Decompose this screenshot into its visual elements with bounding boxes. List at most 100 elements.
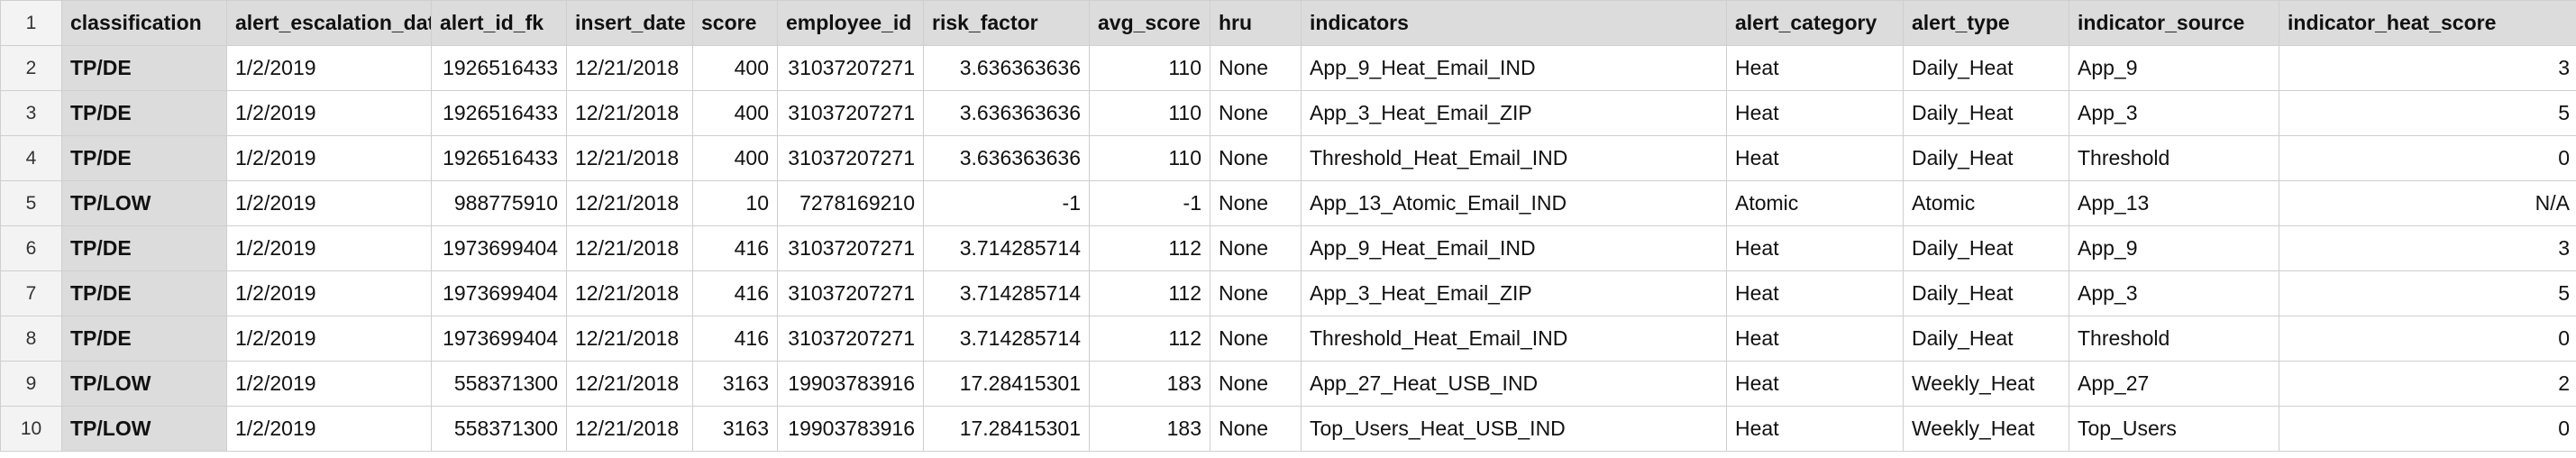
- cell-score[interactable]: 416: [692, 270, 778, 316]
- cell-hru[interactable]: None: [1210, 361, 1302, 407]
- cell-hru[interactable]: None: [1210, 45, 1302, 91]
- row-number[interactable]: 7: [0, 270, 62, 316]
- cell-alert-id-fk[interactable]: 988775910: [431, 180, 567, 226]
- column-header-classification[interactable]: classification: [61, 0, 227, 46]
- cell-insert-date[interactable]: 12/21/2018: [566, 45, 693, 91]
- cell-indicator-heat-score[interactable]: 2: [2279, 361, 2576, 407]
- cell-classification[interactable]: TP/DE: [61, 45, 227, 91]
- cell-risk-factor[interactable]: 3.714285714: [923, 316, 1090, 362]
- cell-alert-escalation-date[interactable]: 1/2/2019: [226, 45, 432, 91]
- cell-score[interactable]: 400: [692, 135, 778, 181]
- cell-score[interactable]: 400: [692, 90, 778, 136]
- cell-alert-escalation-date[interactable]: 1/2/2019: [226, 316, 432, 362]
- cell-insert-date[interactable]: 12/21/2018: [566, 406, 693, 452]
- row-number[interactable]: 3: [0, 90, 62, 136]
- row-number[interactable]: 5: [0, 180, 62, 226]
- cell-indicator-source[interactable]: Top_Users: [2069, 406, 2279, 452]
- cell-alert-type[interactable]: Daily_Heat: [1903, 225, 2069, 271]
- cell-indicator-heat-score[interactable]: 3: [2279, 225, 2576, 271]
- cell-indicator-source[interactable]: App_27: [2069, 361, 2279, 407]
- row-number[interactable]: 10: [0, 406, 62, 452]
- column-header-avg-score[interactable]: avg_score: [1089, 0, 1210, 46]
- cell-alert-escalation-date[interactable]: 1/2/2019: [226, 270, 432, 316]
- row-number[interactable]: 4: [0, 135, 62, 181]
- cell-classification[interactable]: TP/DE: [61, 316, 227, 362]
- cell-classification[interactable]: TP/DE: [61, 90, 227, 136]
- cell-avg-score[interactable]: 110: [1089, 90, 1210, 136]
- column-header-indicator-source[interactable]: indicator_source: [2069, 0, 2279, 46]
- cell-risk-factor[interactable]: 17.28415301: [923, 361, 1090, 407]
- cell-indicators[interactable]: Threshold_Heat_Email_IND: [1301, 135, 1727, 181]
- cell-employee-id[interactable]: 31037207271: [777, 316, 924, 362]
- cell-alert-type[interactable]: Weekly_Heat: [1903, 406, 2069, 452]
- cell-score[interactable]: 400: [692, 45, 778, 91]
- cell-insert-date[interactable]: 12/21/2018: [566, 270, 693, 316]
- cell-employee-id[interactable]: 31037207271: [777, 90, 924, 136]
- cell-score[interactable]: 3163: [692, 406, 778, 452]
- cell-alert-escalation-date[interactable]: 1/2/2019: [226, 406, 432, 452]
- row-number-header[interactable]: 1: [0, 0, 62, 46]
- cell-alert-id-fk[interactable]: 1973699404: [431, 270, 567, 316]
- cell-hru[interactable]: None: [1210, 135, 1302, 181]
- cell-employee-id[interactable]: 31037207271: [777, 225, 924, 271]
- cell-indicator-source[interactable]: App_9: [2069, 225, 2279, 271]
- cell-score[interactable]: 416: [692, 316, 778, 362]
- cell-classification[interactable]: TP/DE: [61, 225, 227, 271]
- cell-indicators[interactable]: App_13_Atomic_Email_IND: [1301, 180, 1727, 226]
- cell-insert-date[interactable]: 12/21/2018: [566, 135, 693, 181]
- cell-avg-score[interactable]: 110: [1089, 135, 1210, 181]
- cell-classification[interactable]: TP/DE: [61, 135, 227, 181]
- cell-hru[interactable]: None: [1210, 225, 1302, 271]
- cell-avg-score[interactable]: 112: [1089, 270, 1210, 316]
- cell-indicator-source[interactable]: App_3: [2069, 90, 2279, 136]
- cell-alert-category[interactable]: Heat: [1726, 270, 1904, 316]
- cell-employee-id[interactable]: 7278169210: [777, 180, 924, 226]
- cell-alert-category[interactable]: Heat: [1726, 135, 1904, 181]
- cell-indicator-heat-score[interactable]: 0: [2279, 316, 2576, 362]
- cell-alert-escalation-date[interactable]: 1/2/2019: [226, 90, 432, 136]
- cell-hru[interactable]: None: [1210, 270, 1302, 316]
- cell-alert-category[interactable]: Heat: [1726, 406, 1904, 452]
- row-number[interactable]: 9: [0, 361, 62, 407]
- cell-hru[interactable]: None: [1210, 180, 1302, 226]
- cell-risk-factor[interactable]: -1: [923, 180, 1090, 226]
- cell-indicator-heat-score[interactable]: 0: [2279, 406, 2576, 452]
- cell-indicator-heat-score[interactable]: 5: [2279, 270, 2576, 316]
- cell-alert-id-fk[interactable]: 1926516433: [431, 45, 567, 91]
- column-header-alert-id-fk[interactable]: alert_id_fk: [431, 0, 567, 46]
- cell-hru[interactable]: None: [1210, 316, 1302, 362]
- cell-alert-category[interactable]: Heat: [1726, 90, 1904, 136]
- cell-insert-date[interactable]: 12/21/2018: [566, 361, 693, 407]
- cell-indicators[interactable]: App_27_Heat_USB_IND: [1301, 361, 1727, 407]
- column-header-indicators[interactable]: indicators: [1301, 0, 1727, 46]
- cell-alert-id-fk[interactable]: 558371300: [431, 361, 567, 407]
- cell-indicator-source[interactable]: Threshold: [2069, 316, 2279, 362]
- column-header-hru[interactable]: hru: [1210, 0, 1302, 46]
- cell-avg-score[interactable]: 183: [1089, 361, 1210, 407]
- cell-risk-factor[interactable]: 3.636363636: [923, 90, 1090, 136]
- column-header-risk-factor[interactable]: risk_factor: [923, 0, 1090, 46]
- cell-indicator-heat-score[interactable]: 5: [2279, 90, 2576, 136]
- cell-risk-factor[interactable]: 3.714285714: [923, 270, 1090, 316]
- cell-alert-type[interactable]: Atomic: [1903, 180, 2069, 226]
- cell-classification[interactable]: TP/DE: [61, 270, 227, 316]
- cell-alert-id-fk[interactable]: 1973699404: [431, 316, 567, 362]
- cell-avg-score[interactable]: 112: [1089, 316, 1210, 362]
- cell-insert-date[interactable]: 12/21/2018: [566, 180, 693, 226]
- cell-alert-id-fk[interactable]: 1926516433: [431, 90, 567, 136]
- cell-alert-id-fk[interactable]: 1973699404: [431, 225, 567, 271]
- cell-alert-type[interactable]: Daily_Heat: [1903, 270, 2069, 316]
- row-number[interactable]: 8: [0, 316, 62, 362]
- cell-alert-type[interactable]: Daily_Heat: [1903, 135, 2069, 181]
- cell-avg-score[interactable]: 110: [1089, 45, 1210, 91]
- column-header-alert-category[interactable]: alert_category: [1726, 0, 1904, 46]
- column-header-score[interactable]: score: [692, 0, 778, 46]
- cell-alert-type[interactable]: Weekly_Heat: [1903, 361, 2069, 407]
- cell-alert-category[interactable]: Heat: [1726, 45, 1904, 91]
- cell-alert-category[interactable]: Heat: [1726, 316, 1904, 362]
- cell-alert-type[interactable]: Daily_Heat: [1903, 316, 2069, 362]
- cell-alert-category[interactable]: Heat: [1726, 225, 1904, 271]
- cell-classification[interactable]: TP/LOW: [61, 361, 227, 407]
- cell-risk-factor[interactable]: 3.636363636: [923, 45, 1090, 91]
- column-header-alert-escalation-date[interactable]: alert_escalation_date: [226, 0, 432, 46]
